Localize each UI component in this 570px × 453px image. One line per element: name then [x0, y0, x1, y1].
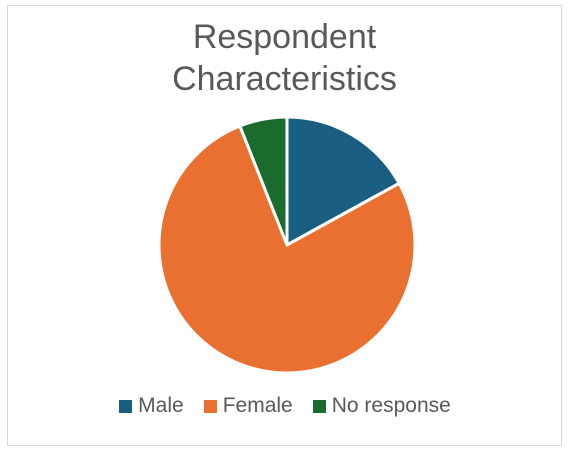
pie-slice-no-response	[238, 115, 289, 247]
chart-title-line-2: Characteristics	[172, 60, 397, 98]
chart-title-line-1: Respondent	[192, 18, 377, 56]
legend-item-no-response: No response	[312, 394, 451, 418]
legend: Male Female No response	[0, 394, 570, 418]
legend-swatch-female	[203, 399, 217, 413]
chart-title: Respondent Characteristics	[8, 16, 561, 100]
legend-item-female: Female	[203, 394, 293, 418]
legend-swatch-male	[119, 399, 133, 413]
legend-item-male: Male	[119, 394, 184, 418]
pie-slice-male	[285, 115, 401, 247]
legend-label-male: Male	[138, 394, 184, 417]
legend-label-female: Female	[222, 394, 293, 417]
legend-swatch-no-response	[312, 399, 326, 413]
pie-slice-female	[157, 124, 417, 375]
legend-label-no-response: No response	[331, 394, 451, 417]
